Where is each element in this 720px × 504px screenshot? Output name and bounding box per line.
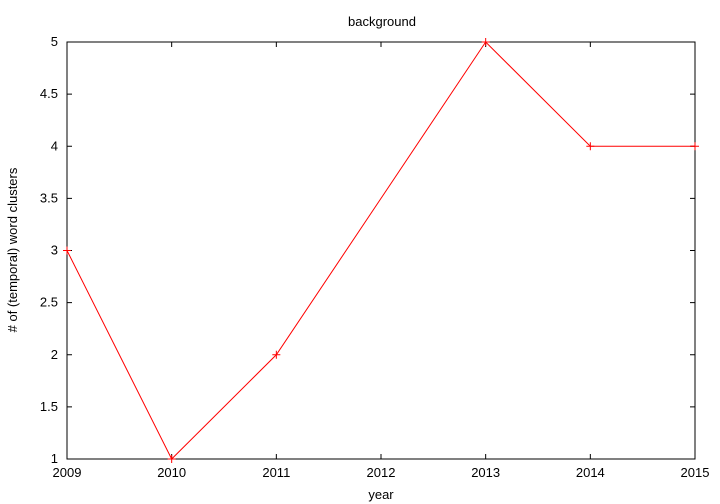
data-point [272, 350, 281, 359]
data-point [481, 38, 490, 46]
x-tick-label: 2010 [157, 465, 186, 480]
x-tick-label: 2012 [367, 465, 396, 480]
y-tick-label: 2 [51, 347, 58, 362]
x-tick-label: 2014 [576, 465, 605, 480]
series-group [63, 38, 699, 463]
x-axis-label: year [368, 487, 394, 502]
axis-ticks: 2009 2010 2011 2012 2013 2014 2015 1 1.5 2 2.5 3 3.5… [40, 34, 710, 480]
y-tick-label: 3.5 [40, 190, 58, 205]
x-tick-label: 2011 [262, 465, 290, 480]
data-point [586, 142, 595, 151]
data-point [167, 455, 176, 463]
data-point [691, 142, 699, 151]
x-tick-label: 2009 [53, 465, 82, 480]
y-tick-label: 2.5 [40, 295, 58, 310]
y-tick-label: 4.5 [40, 86, 58, 101]
x-tick-label: 2013 [471, 465, 500, 480]
series-line [66, 41, 695, 460]
y-tick-label: 1.5 [40, 399, 58, 414]
plot-frame [66, 41, 696, 460]
y-tick-label: 4 [51, 138, 58, 153]
y-tick-label: 3 [51, 243, 58, 258]
x-tick-label: 2015 [681, 465, 710, 480]
y-axis-label: # of (temporal) word clusters [5, 167, 20, 332]
chart-title: background [348, 14, 416, 29]
y-tick-label: 5 [51, 34, 58, 49]
y-tick-label: 1 [51, 451, 58, 466]
data-point [63, 246, 71, 255]
